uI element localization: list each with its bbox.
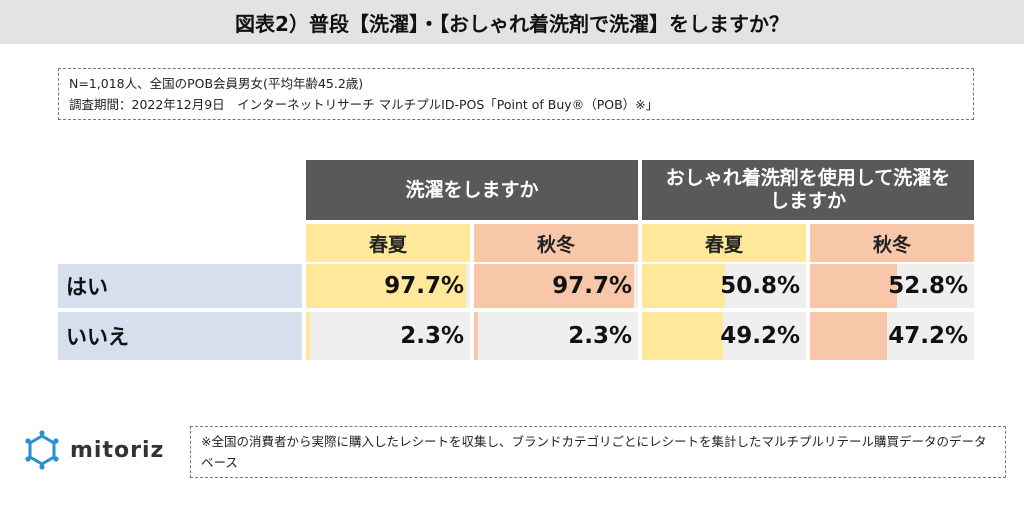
data-cell: 49.2% (642, 312, 806, 360)
data-cell: 47.2% (810, 312, 974, 360)
value-label: 2.3% (400, 323, 464, 349)
season-header: 春夏 (306, 224, 470, 262)
value-bar (810, 264, 897, 308)
value-bar (306, 312, 310, 360)
group-header-laundry: 洗濯をしますか (306, 160, 638, 220)
data-cell: 97.7% (474, 264, 638, 308)
data-cell: 2.3% (306, 312, 470, 360)
data-cell: 2.3% (474, 312, 638, 360)
row-label-yes: はい (58, 264, 302, 308)
page-title: 図表2）普段【洗濯】・【おしゃれ着洗剤で洗濯】をしますか？ (0, 0, 1024, 44)
value-bar (306, 264, 467, 308)
footnote-box: ※全国の消費者から実際に購入したレシートを収集し、ブランドカテゴリごとにレシート… (190, 426, 1006, 478)
season-header: 秋冬 (810, 224, 974, 262)
data-cell: 97.7% (306, 264, 470, 308)
value-bar (474, 264, 635, 308)
source-line-2: 調査期間：2022年12月9日 インターネットリサーチ マルチプルID-POS「… (69, 97, 659, 112)
data-cell: 50.8% (642, 264, 806, 308)
source-line-1: N=1,018人、全国のPOB会員男女(平均年齢45.2歳) (69, 76, 364, 91)
value-label: 50.8% (720, 273, 800, 299)
source-box: N=1,018人、全国のPOB会員男女(平均年齢45.2歳) 調査期間：2022… (58, 68, 974, 120)
logo-text: mitoriz (70, 437, 165, 463)
mitoriz-logo-icon (25, 430, 59, 470)
value-label: 49.2% (720, 323, 800, 349)
value-label: 2.3% (568, 323, 632, 349)
value-bar (642, 264, 726, 308)
season-header: 春夏 (642, 224, 806, 262)
group-header-fashion-detergent: おしゃれ着洗剤を使用して洗濯をしますか (642, 160, 974, 220)
value-bar (642, 312, 723, 360)
footnote-text: ※全国の消費者から実際に購入したレシートを収集し、ブランドカテゴリごとにレシート… (201, 434, 987, 470)
value-bar (810, 312, 888, 360)
value-label: 97.7% (384, 273, 464, 299)
season-header: 秋冬 (474, 224, 638, 262)
value-label: 97.7% (552, 273, 632, 299)
value-bar (474, 312, 478, 360)
row-label-no: いいえ (58, 312, 302, 360)
value-label: 52.8% (888, 273, 968, 299)
value-label: 47.2% (888, 323, 968, 349)
mitoriz-logo: mitoriz (22, 430, 164, 470)
data-cell: 52.8% (810, 264, 974, 308)
